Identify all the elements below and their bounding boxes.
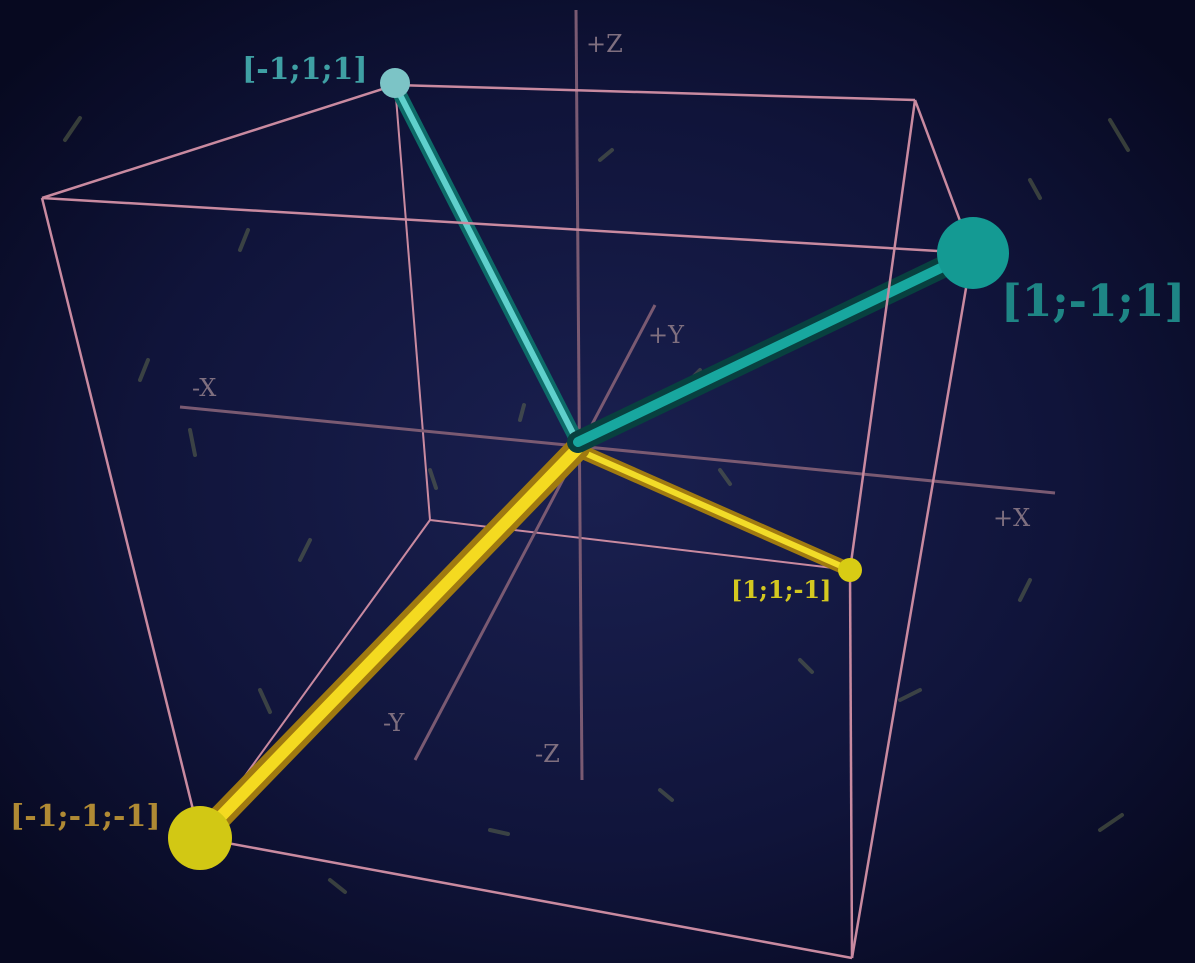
axis-label-plus-z: +Z bbox=[586, 30, 623, 58]
coordinate-axes bbox=[179, 9, 1056, 781]
sphere-top-front-right bbox=[937, 217, 1009, 289]
sphere-top-back-left bbox=[380, 68, 410, 98]
label-top-front-right: [1;-1;1] bbox=[1001, 276, 1185, 327]
cube-front-edges bbox=[40, 83, 974, 960]
label-bottom-back-right: [1;1;-1] bbox=[731, 575, 832, 604]
y-axis bbox=[413, 304, 657, 761]
axis-label-minus-y: -Y bbox=[383, 709, 405, 737]
sphere-bottom-front-left bbox=[168, 806, 232, 870]
label-bottom-front-left: [-1;-1;-1] bbox=[10, 799, 161, 834]
axis-label-minus-z: -Z bbox=[535, 740, 560, 768]
label-top-back-left: [-1;1;1] bbox=[242, 52, 368, 87]
z-axis bbox=[574, 9, 584, 781]
axis-label-minus-x: -X bbox=[192, 374, 216, 402]
sphere-bottom-back-right bbox=[838, 558, 862, 582]
x-axis bbox=[179, 405, 1056, 495]
axis-label-plus-x: +X bbox=[993, 504, 1030, 532]
axis-label-plus-y: +Y bbox=[648, 321, 685, 349]
vector-rods bbox=[188, 78, 983, 850]
